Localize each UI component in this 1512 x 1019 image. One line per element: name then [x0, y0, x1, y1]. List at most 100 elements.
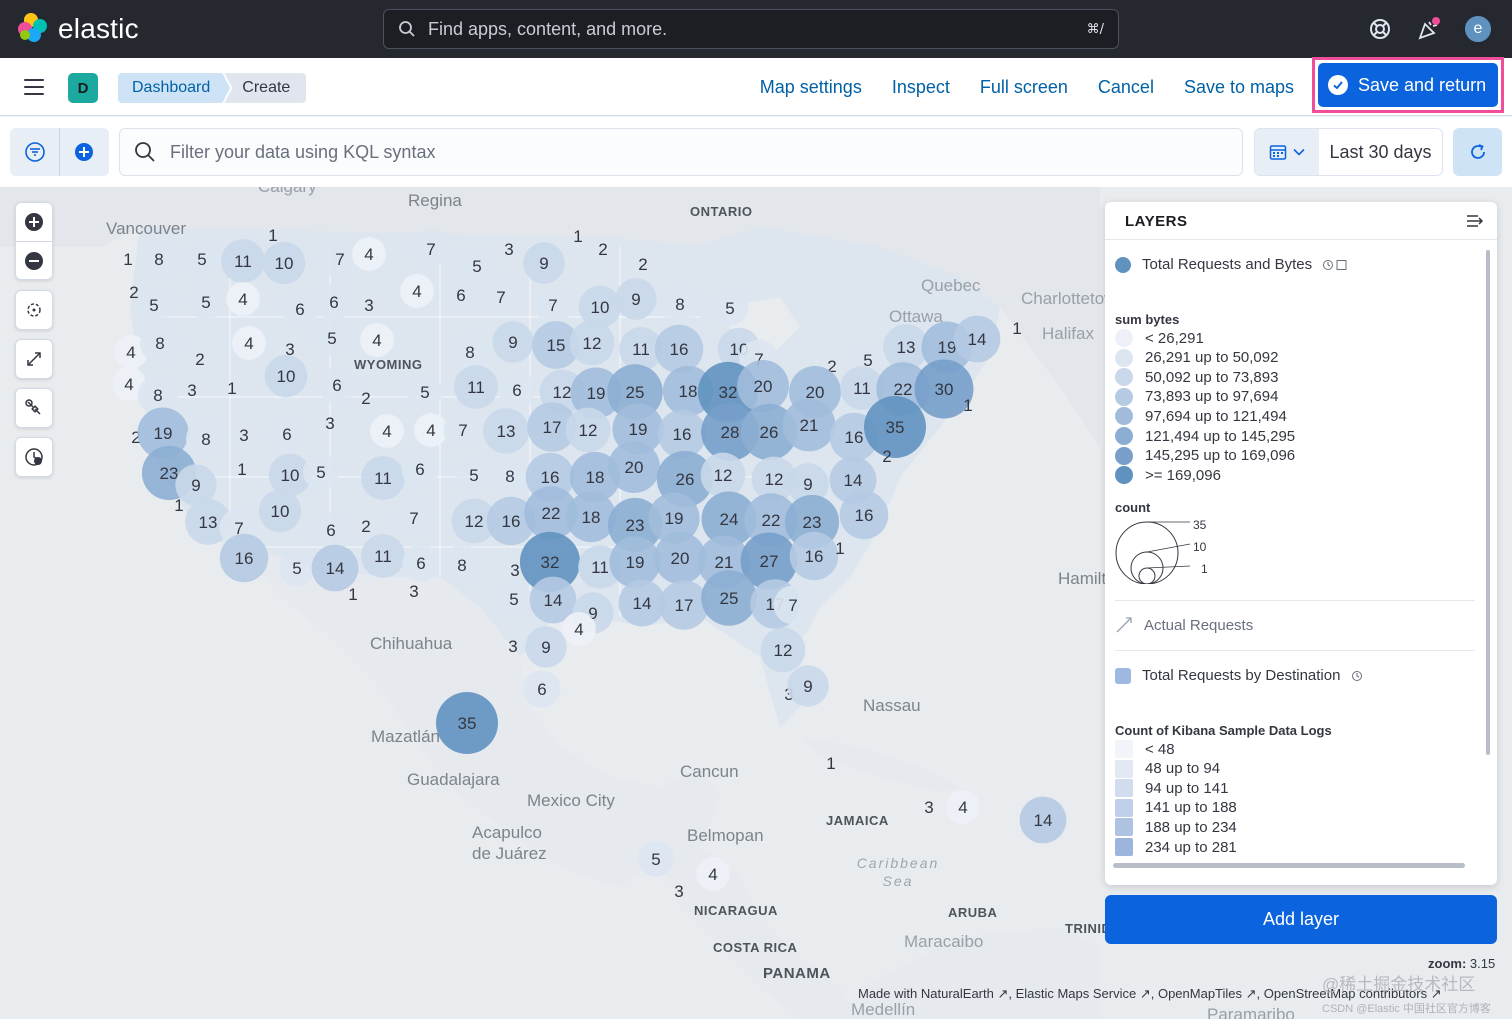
cluster-circle[interactable]	[523, 242, 565, 284]
cluster-marker[interactable]: 8	[489, 455, 531, 497]
cluster-marker[interactable]: 9	[523, 242, 565, 284]
cluster-marker[interactable]: 27	[740, 532, 798, 590]
cluster-marker[interactable]: 3	[674, 882, 683, 901]
cluster-circle[interactable]	[840, 366, 884, 410]
cluster-marker[interactable]: 4	[562, 612, 596, 646]
cluster-circle[interactable]	[527, 402, 577, 452]
cluster-marker[interactable]: 10	[578, 285, 622, 329]
layer-total-requests-and-bytes[interactable]: Total Requests and Bytes	[1115, 256, 1347, 273]
cluster-marker[interactable]: 3	[239, 426, 248, 445]
breadcrumb-dashboard[interactable]: Dashboard	[118, 73, 230, 103]
cluster-circle[interactable]	[219, 533, 269, 583]
cluster-marker[interactable]: 20	[737, 360, 789, 412]
cluster-circle[interactable]	[185, 418, 227, 460]
cluster-marker[interactable]: 10	[262, 241, 306, 285]
cluster-marker[interactable]: 20	[654, 532, 706, 584]
cluster-marker[interactable]: 12	[760, 627, 806, 673]
cluster-marker[interactable]: 4	[352, 237, 386, 271]
cluster-marker[interactable]: 15	[532, 321, 580, 369]
cluster-marker[interactable]: 8	[449, 331, 491, 373]
cluster-marker[interactable]: 11	[619, 327, 663, 371]
cluster-marker[interactable]: 11	[361, 456, 405, 500]
cluster-marker[interactable]: 2	[882, 447, 891, 466]
cluster-marker[interactable]: 7	[320, 239, 360, 279]
cluster-circle[interactable]	[320, 239, 360, 279]
cluster-marker[interactable]: 4	[232, 326, 266, 360]
cluster-circle[interactable]	[262, 241, 306, 285]
zoom-in-button[interactable]	[16, 203, 52, 241]
cluster-marker[interactable]: 6	[442, 276, 480, 314]
cluster-circle[interactable]	[569, 320, 615, 366]
cluster-marker[interactable]: 16	[486, 496, 536, 546]
cluster-marker[interactable]: 26	[740, 403, 798, 461]
cluster-marker[interactable]: 3	[784, 685, 793, 704]
cluster-circle[interactable]	[570, 367, 622, 419]
cluster-circle[interactable]	[696, 857, 730, 891]
cluster-circle[interactable]	[701, 491, 757, 547]
cluster-marker[interactable]: 3	[187, 381, 196, 400]
cluster-marker[interactable]: 14	[953, 315, 1001, 363]
cluster-circle[interactable]	[578, 285, 622, 329]
cluster-marker[interactable]: 24	[701, 491, 757, 547]
cluster-marker[interactable]: 14	[311, 544, 359, 592]
cluster-marker[interactable]: 1	[123, 250, 132, 269]
cluster-marker[interactable]: 3	[409, 582, 418, 601]
cluster-marker[interactable]: 1	[826, 754, 835, 773]
cluster-circle[interactable]	[569, 451, 621, 503]
cluster-marker[interactable]: 14	[618, 579, 666, 627]
cluster-marker[interactable]: 6	[318, 366, 356, 404]
cluster-marker[interactable]: 19	[648, 492, 700, 544]
cluster-marker[interactable]: 5	[496, 581, 532, 617]
cluster-circle[interactable]	[184, 241, 220, 277]
cluster-marker[interactable]: 6	[402, 544, 440, 582]
cluster-marker[interactable]: 3	[924, 798, 933, 817]
cluster-circle[interactable]	[701, 403, 759, 461]
cluster-marker[interactable]: 18	[565, 491, 617, 543]
cluster-marker[interactable]: 17	[659, 580, 709, 630]
cluster-marker[interactable]: 2	[129, 283, 138, 302]
cluster-marker[interactable]: 7	[533, 285, 573, 325]
kql-search-input[interactable]: Filter your data using KQL syntax	[119, 128, 1243, 176]
cluster-circle[interactable]	[883, 324, 929, 370]
cluster-marker[interactable]: 1	[963, 396, 972, 415]
inspect-link[interactable]: Inspect	[891, 76, 950, 97]
cluster-marker[interactable]: 20	[608, 441, 660, 493]
fit-to-data-button[interactable]	[16, 340, 52, 378]
map-settings-link[interactable]: Map settings	[759, 76, 862, 97]
cluster-marker[interactable]: 3	[364, 296, 373, 315]
cluster-marker[interactable]: 1	[573, 227, 582, 246]
cluster-circle[interactable]	[112, 367, 146, 401]
cluster-circle[interactable]	[737, 360, 789, 412]
cluster-marker[interactable]: 6	[523, 670, 561, 708]
cluster-marker[interactable]: 16	[657, 409, 707, 459]
cluster-circle[interactable]	[402, 544, 440, 582]
cluster-circle[interactable]	[619, 327, 663, 371]
cluster-marker[interactable]: 5	[188, 284, 224, 320]
cluster-marker[interactable]: 13	[185, 499, 231, 545]
cluster-marker[interactable]: 9	[175, 464, 217, 506]
cluster-circle[interactable]	[492, 321, 534, 363]
cluster-circle[interactable]	[137, 407, 189, 459]
cluster-circle[interactable]	[279, 550, 315, 586]
cluster-circle[interactable]	[946, 790, 980, 824]
cluster-circle[interactable]	[565, 407, 611, 453]
cluster-circle[interactable]	[953, 315, 1001, 363]
cluster-circle[interactable]	[659, 580, 709, 630]
cluster-marker[interactable]: 11	[221, 239, 265, 283]
cluster-circle[interactable]	[360, 323, 394, 357]
cluster-marker[interactable]: 10	[268, 453, 312, 497]
cluster-circle[interactable]	[789, 531, 839, 581]
cluster-circle[interactable]	[657, 409, 707, 459]
cluster-marker[interactable]: 25	[701, 570, 757, 626]
save-and-return-button[interactable]: Save and return	[1318, 63, 1498, 107]
cluster-marker[interactable]: 16	[654, 324, 704, 374]
cancel-link[interactable]: Cancel	[1097, 76, 1154, 97]
cluster-circle[interactable]	[407, 374, 443, 410]
cluster-marker[interactable]: 10	[258, 489, 302, 533]
cluster-marker[interactable]: 12	[569, 320, 615, 366]
cluster-circle[interactable]	[529, 576, 577, 624]
cluster-marker[interactable]: 1	[268, 226, 277, 245]
cluster-marker[interactable]: 11	[361, 534, 405, 578]
cluster-circle[interactable]	[744, 493, 798, 547]
cluster-circle[interactable]	[136, 287, 172, 323]
